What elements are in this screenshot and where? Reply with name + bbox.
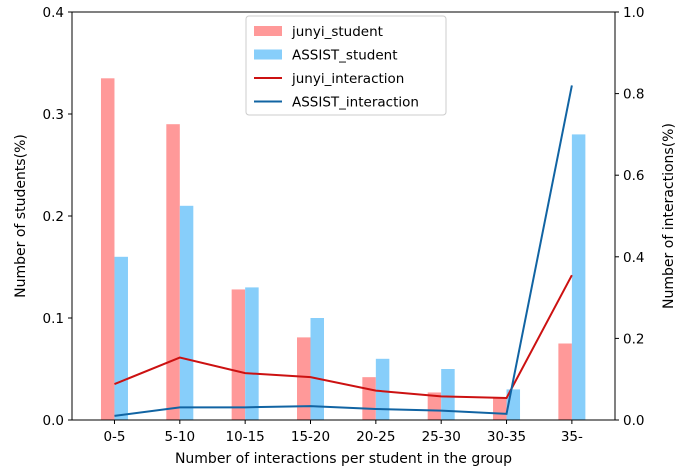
x-tick-label-35-: 35- (561, 429, 583, 445)
x-tick-label-10-15: 10-15 (226, 429, 265, 445)
legend-box (245, 15, 447, 116)
bars-layer (100, 78, 586, 421)
x-tick-label-20-25: 20-25 (356, 429, 395, 445)
bar-ASSIST_student-3 (310, 318, 325, 420)
legend-swatch-junyi_student (254, 26, 282, 36)
left-tick-label-0.1: 0.1 (43, 311, 64, 327)
x-tick-label-30-35: 30-35 (487, 429, 526, 445)
bar-ASSIST_student-5 (441, 369, 455, 420)
bar-junyi_student-4 (362, 377, 376, 420)
left-y-axis-label: Number of students(%) (13, 134, 29, 298)
x-axis-label: Number of interactions per student in th… (175, 451, 512, 467)
bar-ASSIST_student-0 (114, 256, 128, 420)
bar-ASSIST_student-4 (375, 358, 390, 420)
x-tick-label-0-5: 0-5 (103, 429, 125, 445)
legend-label-junyi_interaction: junyi_interaction (291, 71, 404, 87)
bar-junyi_student-5 (427, 392, 442, 420)
x-axis-ticks: 0-5 5-10 10-15 15-20 20-25 25-30 30-35 35- (103, 420, 583, 445)
bar-junyi_student-3 (297, 337, 311, 420)
legend-label-ASSIST_interaction: ASSIST_interaction (292, 95, 419, 111)
x-tick-label-5-10: 5-10 (164, 429, 195, 445)
bar-ASSIST_student-7 (571, 134, 586, 420)
bar-ASSIST_student-2 (245, 287, 259, 420)
bar-junyi_student-7 (558, 343, 572, 420)
bar-junyi_student-0 (100, 78, 115, 421)
line-junyi_interaction (114, 274, 573, 399)
legend-label-junyi_student: junyi_student (291, 24, 383, 40)
bar-ASSIST_student-1 (179, 205, 194, 420)
left-tick-label-0.4: 0.4 (43, 5, 64, 21)
bar-junyi_student-1 (166, 124, 180, 420)
legend-swatch-ASSIST_student (254, 49, 282, 60)
bar-junyi_student-2 (231, 289, 246, 420)
legend-label-ASSIST_student: ASSIST_student (292, 48, 398, 64)
right-tick-label-0.4: 0.4 (623, 250, 644, 266)
legend: junyi_student ASSIST_student junyi_interac… (245, 15, 447, 116)
x-tick-label-25-30: 25-30 (422, 429, 461, 445)
right-tick-label-0.0: 0.0 (623, 413, 644, 429)
bar-junyi_student-6 (493, 397, 507, 420)
line-ASSIST_interaction (114, 85, 573, 417)
left-tick-label-0.3: 0.3 (43, 107, 64, 123)
left-axis-ticks: 0.0 0.1 0.2 0.3 0.4 (43, 5, 72, 429)
right-tick-label-0.2: 0.2 (623, 331, 644, 347)
lines-layer (114, 85, 573, 417)
right-tick-label-0.6: 0.6 (623, 168, 644, 184)
left-tick-label-0.2: 0.2 (43, 209, 64, 225)
left-tick-label-0.0: 0.0 (43, 413, 64, 429)
right-tick-label-0.8: 0.8 (623, 87, 644, 103)
right-axis-ticks: 0.0 0.2 0.4 0.6 0.8 1.0 (615, 5, 644, 429)
x-tick-label-15-20: 15-20 (291, 429, 330, 445)
right-tick-label-1.0: 1.0 (623, 5, 644, 21)
right-y-axis-label: Number of interactions(%) (661, 123, 677, 309)
